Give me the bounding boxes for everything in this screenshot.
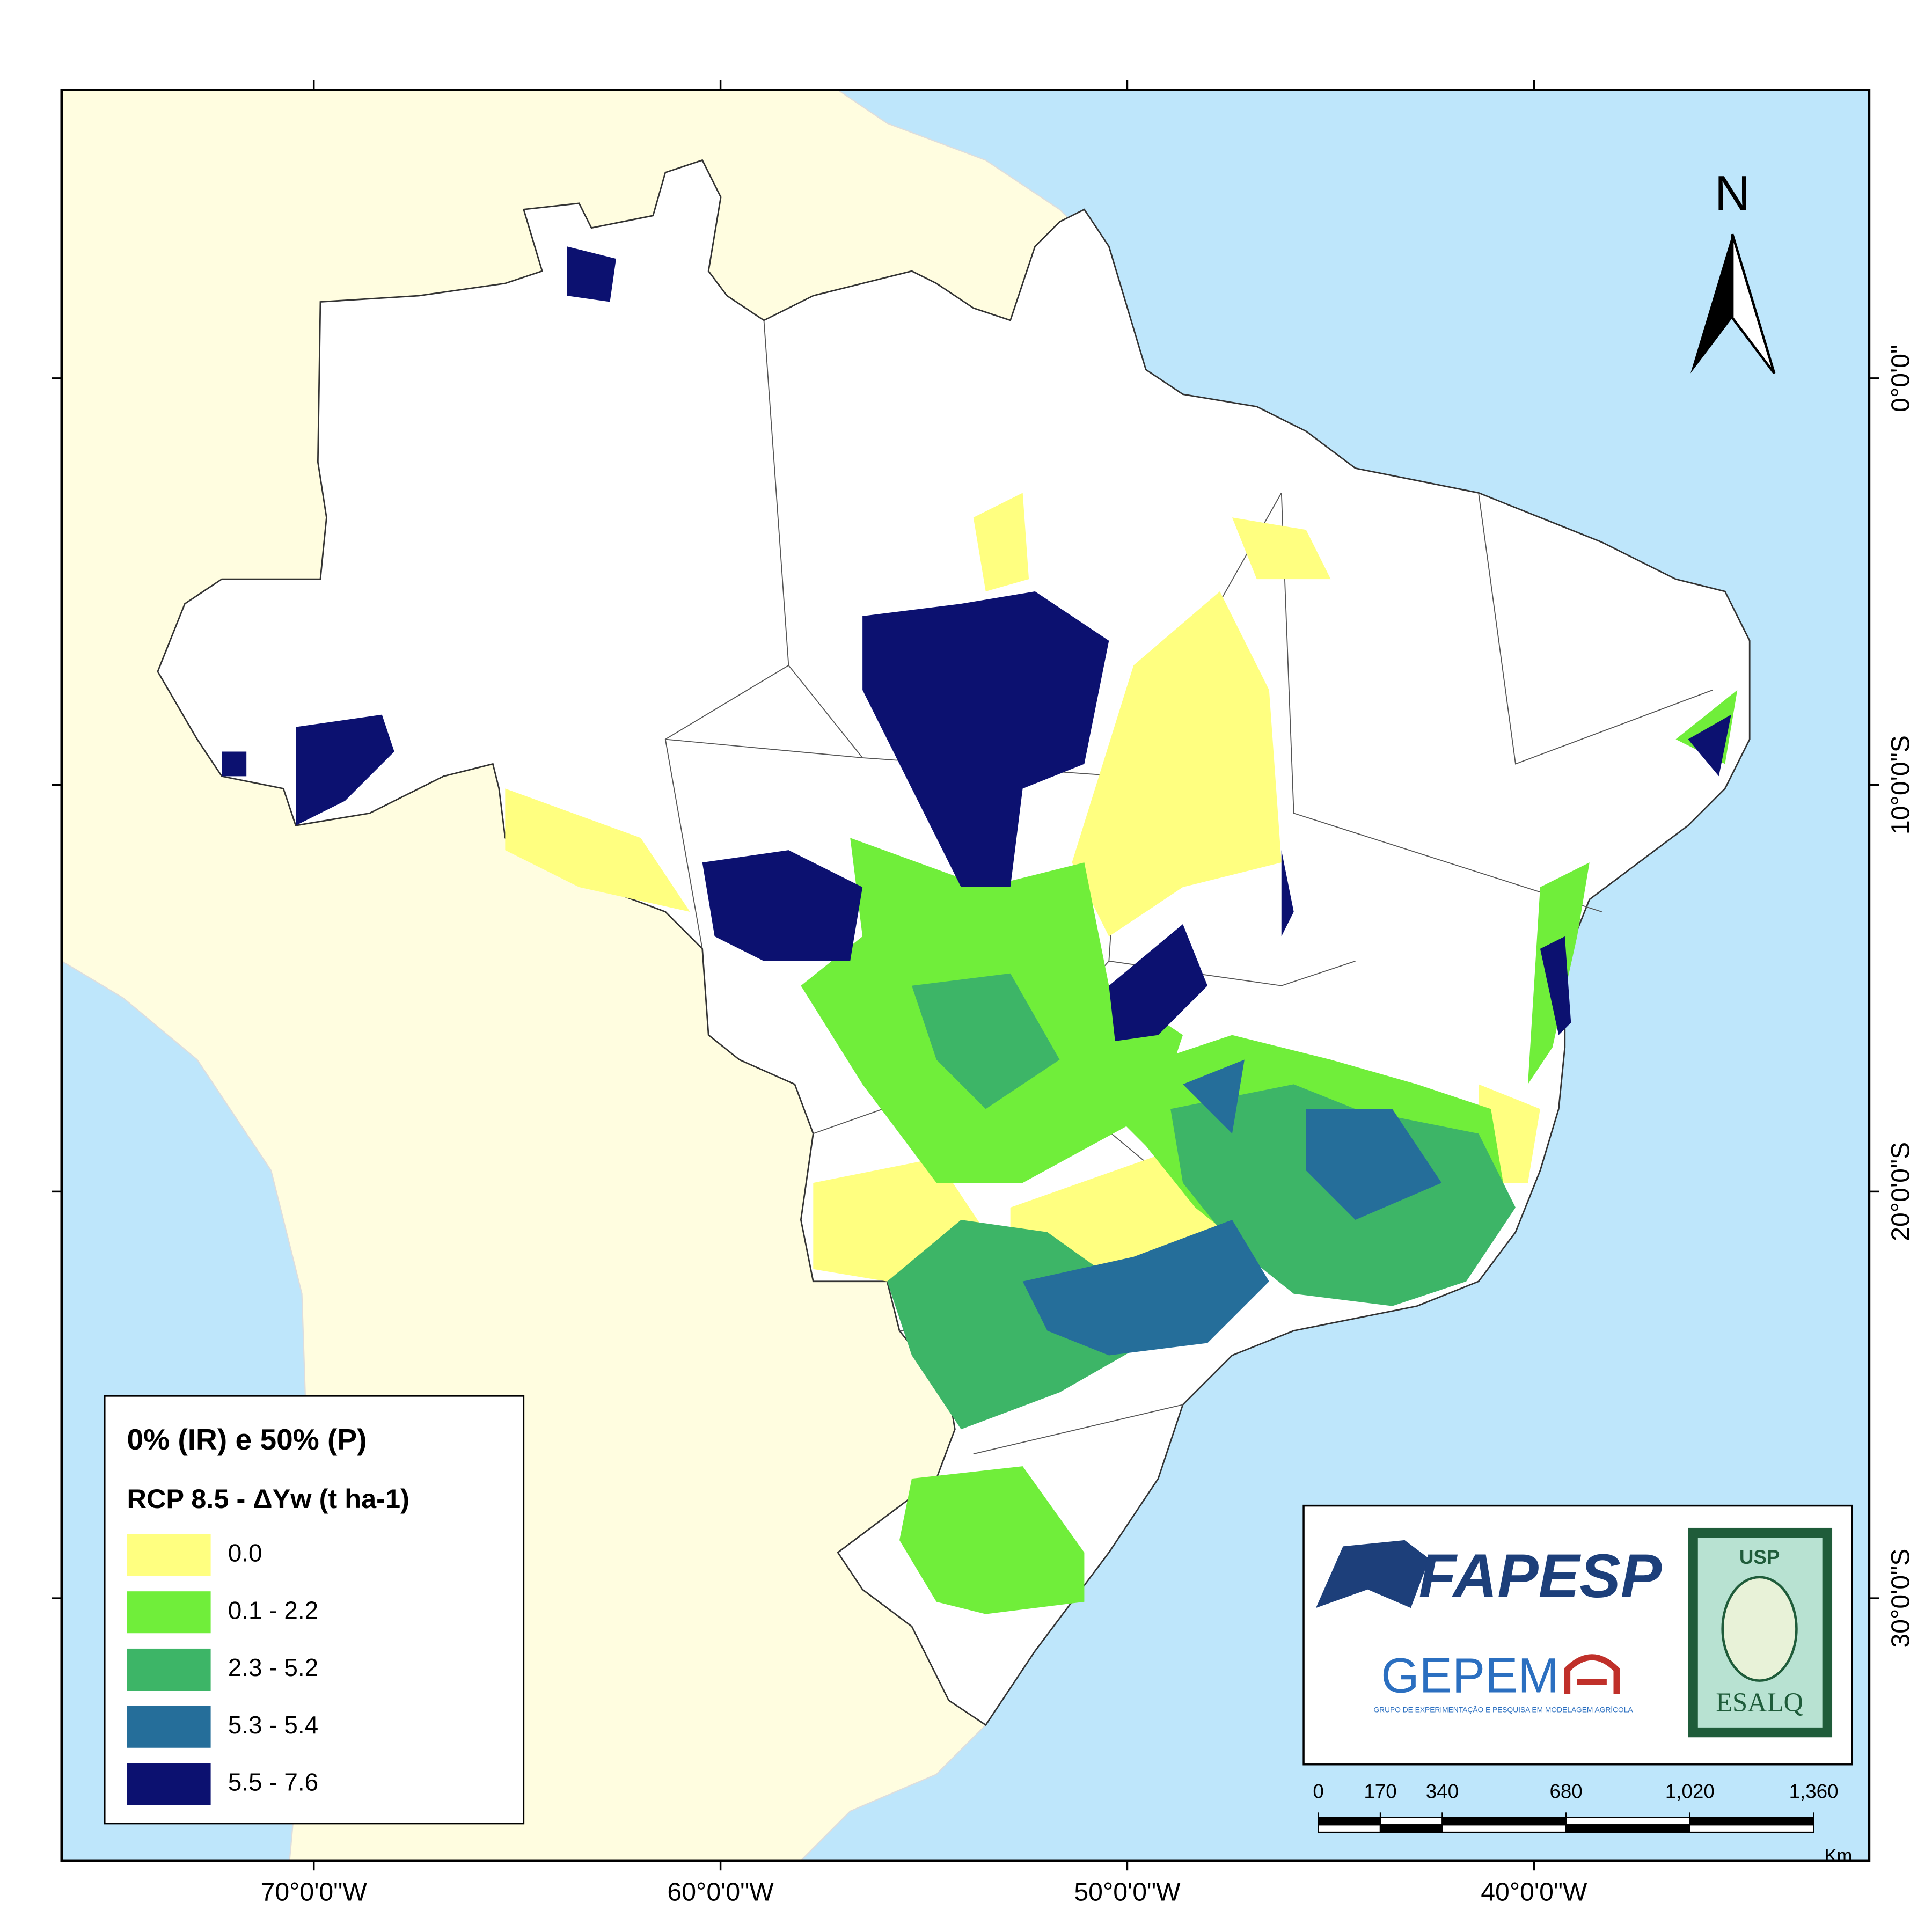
scale-segment bbox=[1689, 1824, 1814, 1833]
scale-label: 680 bbox=[1549, 1780, 1582, 1802]
gepema-symbol bbox=[1564, 1654, 1620, 1694]
scale-label: 170 bbox=[1364, 1780, 1396, 1802]
y-tick-label: 20°0'0"S bbox=[1886, 1142, 1915, 1241]
scale-unit: Km bbox=[1825, 1846, 1853, 1866]
yield-zones bbox=[222, 246, 1738, 1614]
fapesp-flag bbox=[1316, 1540, 1430, 1608]
scale-segment bbox=[1441, 1817, 1567, 1826]
scale-segment bbox=[1318, 1817, 1381, 1826]
scale-label: 340 bbox=[1426, 1780, 1459, 1802]
gepema-logo: GEPEM bbox=[1381, 1649, 1559, 1703]
esalq-logo: ESALQ bbox=[1716, 1687, 1803, 1717]
esalq-emblem bbox=[1721, 1576, 1798, 1682]
legend-swatch bbox=[127, 1763, 211, 1805]
north-arrow: N bbox=[1690, 166, 1776, 375]
legend-items: 0.0 0.1 - 2.2 2.3 - 5.2 5.3 - 5.4 5.5 - 7.6 bbox=[127, 1534, 318, 1805]
legend-swatch bbox=[127, 1591, 211, 1634]
legend-subtitle: RCP 8.5 - ΔYw (t ha-1) bbox=[127, 1483, 409, 1514]
logo-panel: FAPESP GEPEM GRUPO DE EXPERIMENTAÇÃO E P… bbox=[1302, 1504, 1853, 1766]
north-arrow-left bbox=[1690, 234, 1733, 374]
scale-segment bbox=[1689, 1817, 1814, 1826]
scale-label: 1,360 bbox=[1789, 1780, 1839, 1802]
scale-segment bbox=[1441, 1824, 1567, 1833]
legend-label: 0.0 bbox=[228, 1539, 262, 1567]
scale-segment bbox=[1565, 1817, 1691, 1826]
graticule: 70°0'0"W 60°0'0"W 50°0'0"W 40°0'0"W 0°0'0" 10… bbox=[52, 80, 1915, 1907]
legend-title: 0% (IR) e 50% (P) bbox=[127, 1423, 367, 1456]
scale-segment bbox=[1379, 1824, 1443, 1833]
legend-label: 0.1 - 2.2 bbox=[228, 1596, 318, 1624]
north-label: N bbox=[1715, 166, 1750, 221]
legend-swatch bbox=[127, 1706, 211, 1748]
legend-swatch bbox=[127, 1648, 211, 1690]
usp-logo: USP bbox=[1739, 1546, 1780, 1568]
x-tick-label: 60°0'0"W bbox=[667, 1878, 774, 1907]
gepema-subtitle: GRUPO DE EXPERIMENTAÇÃO E PESQUISA EM MO… bbox=[1373, 1705, 1633, 1714]
legend-swatch bbox=[127, 1534, 211, 1576]
y-tick-label: 0°0'0" bbox=[1886, 345, 1915, 412]
x-tick-label: 50°0'0"W bbox=[1074, 1878, 1181, 1907]
scale-segment bbox=[1318, 1824, 1381, 1833]
legend-label: 5.3 - 5.4 bbox=[228, 1711, 318, 1739]
scale-segment bbox=[1379, 1817, 1443, 1826]
map-frame bbox=[60, 89, 1871, 1862]
fapesp-logo: FAPESP bbox=[1418, 1542, 1662, 1611]
y-tick-label: 10°0'0"S bbox=[1886, 735, 1915, 835]
x-tick-label: 40°0'0"W bbox=[1481, 1878, 1587, 1907]
scale-label: 1,020 bbox=[1665, 1780, 1715, 1802]
legend: 0% (IR) e 50% (P) RCP 8.5 - ΔYw (t ha-1)… bbox=[104, 1395, 525, 1825]
x-tick-label: 70°0'0"W bbox=[261, 1878, 368, 1907]
legend-label: 5.5 - 7.6 bbox=[228, 1768, 318, 1796]
y-tick-label: 30°0'0"S bbox=[1886, 1549, 1915, 1648]
legend-label: 2.3 - 5.2 bbox=[228, 1653, 318, 1681]
scale-segment bbox=[1565, 1824, 1691, 1833]
scale-label: 0 bbox=[1313, 1780, 1323, 1802]
scale-bar: Km 0 170 340 680 1,020 1,360 bbox=[1313, 1780, 1852, 1866]
north-arrow-right bbox=[1731, 233, 1776, 375]
